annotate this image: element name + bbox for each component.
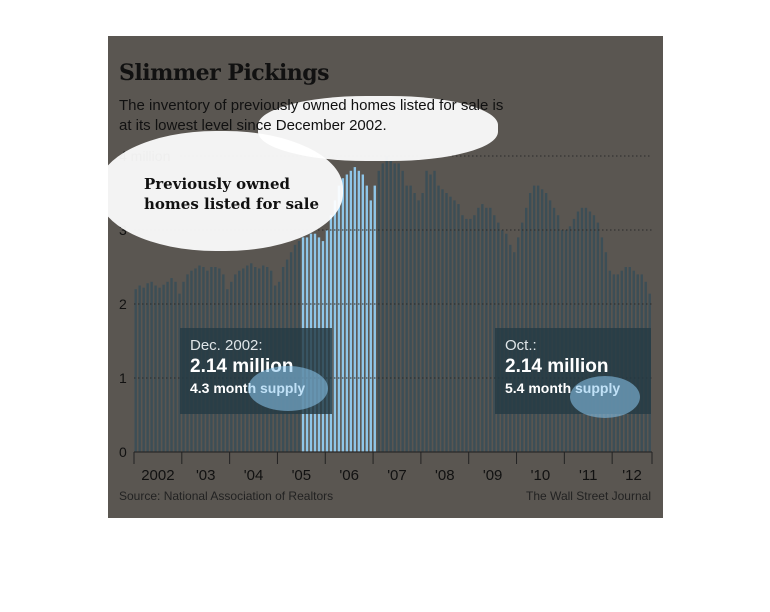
x-tick-label: '03 [196,467,216,484]
chart-subtitle: The inventory of previously owned homes … [119,97,504,134]
bar [445,193,448,452]
x-tick-label: '11 [579,467,597,484]
bar [134,289,137,452]
bar [401,170,404,453]
bar [421,193,424,452]
callout-date: Dec. 2002: [190,337,263,354]
bar [341,178,345,452]
x-axis: 2002 '03 '04 '05 '06 '07 '08 '09 '10 '11 '12 [133,452,653,484]
x-tick-label: '04 [244,467,264,484]
bar [544,193,548,452]
bar [449,196,452,452]
bar [481,204,484,452]
bar [174,281,177,452]
chart-title: Slimmer Pickings [119,60,330,86]
bar [433,170,436,453]
bar [528,193,532,452]
chart-figure: 01234 million 2002'03'04'05'06'07'08'09'… [108,36,663,518]
bar [345,174,349,452]
callout-value: 2.14 million [505,356,609,377]
source-note: Source: National Association of Realtors [119,489,334,503]
series-label: Previously owned homes listed for sale [144,175,320,213]
bar [417,200,420,452]
bar [361,174,364,452]
bar [437,185,440,452]
bar [425,170,428,453]
bar [489,207,492,452]
highlight-bubble [248,366,328,411]
bar [381,163,384,452]
y-tick-label: 0 [119,444,127,460]
bar [548,200,552,452]
x-tick-label: 2002 [141,467,174,484]
bar [540,189,544,453]
bar [465,218,468,452]
bar [493,215,496,452]
highlight-bubble [258,96,498,161]
bar [409,185,412,452]
bar [441,189,444,453]
bar [469,218,472,452]
bar [365,185,368,452]
bar [337,185,341,452]
bar [353,167,357,452]
bar [150,281,153,452]
bar [429,174,432,452]
bar [162,284,165,452]
x-tick-label: '10 [531,467,551,484]
bar [369,200,372,452]
bar [485,207,488,452]
y-tick-label: 1 [119,370,127,386]
bar [357,170,361,453]
bar [461,215,464,452]
callout-date: Oct.: [505,337,537,354]
credit-note: The Wall Street Journal [526,489,651,503]
x-tick-label: '12 [622,467,642,484]
highlight-bubble [570,376,640,418]
bar [457,204,460,452]
x-tick-label: '08 [435,467,455,484]
y-tick-label: 3 [119,222,127,238]
bar [389,159,392,452]
x-tick-label: '07 [387,467,407,484]
x-tick-label: '05 [292,467,312,484]
bar [373,185,376,452]
bar [405,185,408,452]
bar [178,293,181,452]
bar [377,170,380,453]
bar [138,285,141,452]
bar [166,281,169,452]
bar [142,287,145,452]
x-tick-label: '06 [339,467,359,484]
bar [413,193,416,452]
bar [477,207,480,452]
x-tick-label: '09 [483,467,503,484]
bar [349,170,353,453]
bar [170,278,173,452]
bar [536,185,540,452]
bar [146,283,149,452]
bar [397,163,400,452]
bar [154,285,157,452]
bar [473,215,476,452]
bar [453,200,456,452]
y-tick-label: 2 [119,296,127,312]
bar [532,185,536,452]
bar [393,163,396,452]
bar [158,287,161,452]
bar [333,200,337,452]
